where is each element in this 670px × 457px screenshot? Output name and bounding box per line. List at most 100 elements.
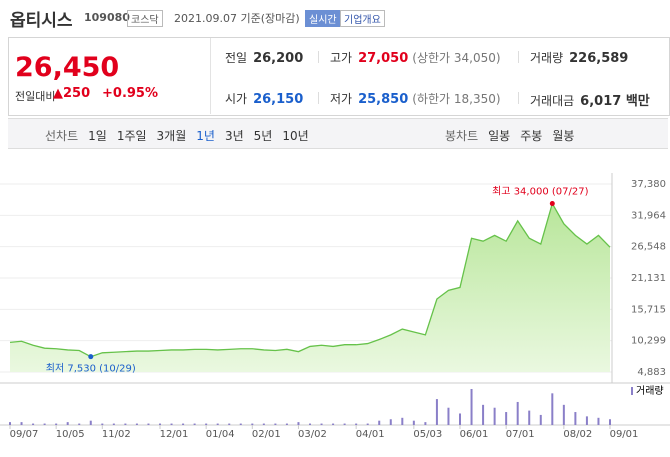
volume-bar (170, 423, 173, 425)
change-label: 전일대비 (15, 90, 56, 103)
extreme-point (88, 354, 94, 360)
volume-bar (89, 420, 92, 425)
period-tab[interactable]: 1주일 (116, 129, 147, 143)
period-tab[interactable]: 10년 (282, 129, 309, 143)
volume-bar (378, 420, 381, 425)
volume-bar (447, 407, 450, 425)
volume-bar (539, 414, 542, 425)
summary-label: 저가 (330, 92, 353, 106)
y-tick-label: 26,548 (631, 242, 666, 253)
volume-bar (32, 423, 35, 425)
divider (210, 38, 211, 114)
volume-bar (135, 423, 138, 425)
volume-bar (505, 412, 508, 425)
overview-button[interactable]: 기업개요 (340, 10, 385, 27)
x-tick-label: 07/01 (506, 429, 535, 440)
volume-bar (78, 423, 81, 425)
x-tick-label: 03/02 (298, 429, 327, 440)
candle-tab[interactable]: 월봉 (552, 129, 575, 143)
candle-tab[interactable]: 주봉 (520, 129, 543, 143)
volume-bar (285, 423, 288, 425)
period-tab[interactable]: 1년 (196, 129, 215, 143)
x-tick-label: 09/01 (610, 429, 639, 440)
summary-label: 전일 (225, 51, 248, 65)
volume-bar (401, 417, 404, 425)
x-tick-label: 02/01 (252, 429, 281, 440)
annotation: 최저 7,530 (10/29) (46, 363, 136, 375)
y-tick-label: 15,715 (631, 304, 666, 315)
summary-value: 27,050 (358, 51, 409, 66)
volume-bar (332, 423, 335, 425)
volume-bar (297, 422, 300, 425)
volume-bar (528, 410, 531, 425)
period-tab[interactable]: 3개월 (156, 129, 187, 143)
x-tick-label: 04/01 (356, 429, 385, 440)
volume-bar (193, 423, 196, 425)
x-tick-label: 05/03 (413, 429, 442, 440)
date: 2021.09.07 기준(장마감) (174, 12, 300, 25)
volume-bar (320, 423, 323, 425)
volume-bar (216, 423, 219, 425)
market: 코스닥 (127, 10, 163, 27)
change: ▲250 (53, 86, 91, 101)
volume-bar (262, 423, 265, 425)
volume-bar (228, 423, 231, 425)
change-value: 250 (63, 86, 91, 101)
summary-value: 25,850 (358, 92, 409, 107)
volume-bar (9, 422, 11, 425)
x-tick-label: 12/01 (160, 429, 189, 440)
summary-value: 26,150 (253, 92, 304, 107)
volume-bar (412, 420, 415, 425)
volume-bar (147, 423, 150, 425)
volume-bar (482, 404, 485, 425)
current-price: 26,450 (15, 52, 120, 83)
divider (318, 92, 319, 104)
chart: 거래량 4,883 10,299 15,715 21,131 26,548 31,964 3… (0, 173, 670, 440)
x-tick-label: 08/02 (563, 429, 592, 440)
realtime-button[interactable]: 실시간 (305, 10, 341, 27)
summary-extra: (하한가 18,350) (412, 92, 501, 106)
candle-tab[interactable]: 일봉 (488, 129, 511, 143)
volume-bar (251, 423, 254, 425)
period-tab[interactable]: 5년 (253, 129, 273, 143)
period-tab[interactable]: 3년 (224, 129, 244, 143)
summary-label: 시가 (225, 92, 248, 106)
summary-value: 26,200 (253, 51, 304, 66)
volume-bar (274, 423, 277, 425)
volume-bar (551, 393, 554, 425)
area (10, 203, 610, 372)
y-tick-label: 37,380 (631, 179, 666, 190)
x-tick-label: 10/05 (56, 429, 85, 440)
volume-bar (112, 423, 115, 425)
volume-bar (389, 419, 392, 425)
summary-value: 226,589 (569, 51, 629, 66)
x-tick-label: 01/04 (206, 429, 235, 440)
x-tick-label: 11/02 (102, 429, 131, 440)
y-tick-label: 10,299 (631, 336, 666, 347)
summary-item: 고가 27,050 (상한가 34,050) (330, 49, 519, 66)
change-rate: +0.95% (102, 86, 158, 101)
stock-code: 109080 (84, 11, 130, 24)
candle-tabs: 봉차트 일봉 주봉 월봉 (440, 127, 579, 144)
divider (318, 51, 319, 63)
volume-bar (574, 412, 577, 425)
summary-label: 거래대금 (530, 94, 575, 108)
volume-bar (66, 422, 69, 425)
volume-bar (124, 423, 127, 425)
volume-bar (562, 404, 565, 425)
volume-bar (55, 423, 58, 425)
volume-bar (355, 423, 358, 425)
volume-bar (516, 401, 519, 425)
period-tab[interactable]: 1일 (88, 129, 107, 143)
volume-bar (470, 389, 473, 425)
summary-label: 고가 (330, 51, 353, 65)
volume-bar (309, 423, 311, 425)
volume-bar (597, 417, 600, 425)
x-tick-label: 09/07 (10, 429, 39, 440)
volume-bar (159, 423, 161, 425)
summary-item: 거래대금 6,017 백만 (530, 90, 650, 109)
summary-extra: (상한가 34,050) (412, 51, 501, 65)
volume-bar (205, 423, 208, 425)
volume-bar (609, 419, 611, 425)
